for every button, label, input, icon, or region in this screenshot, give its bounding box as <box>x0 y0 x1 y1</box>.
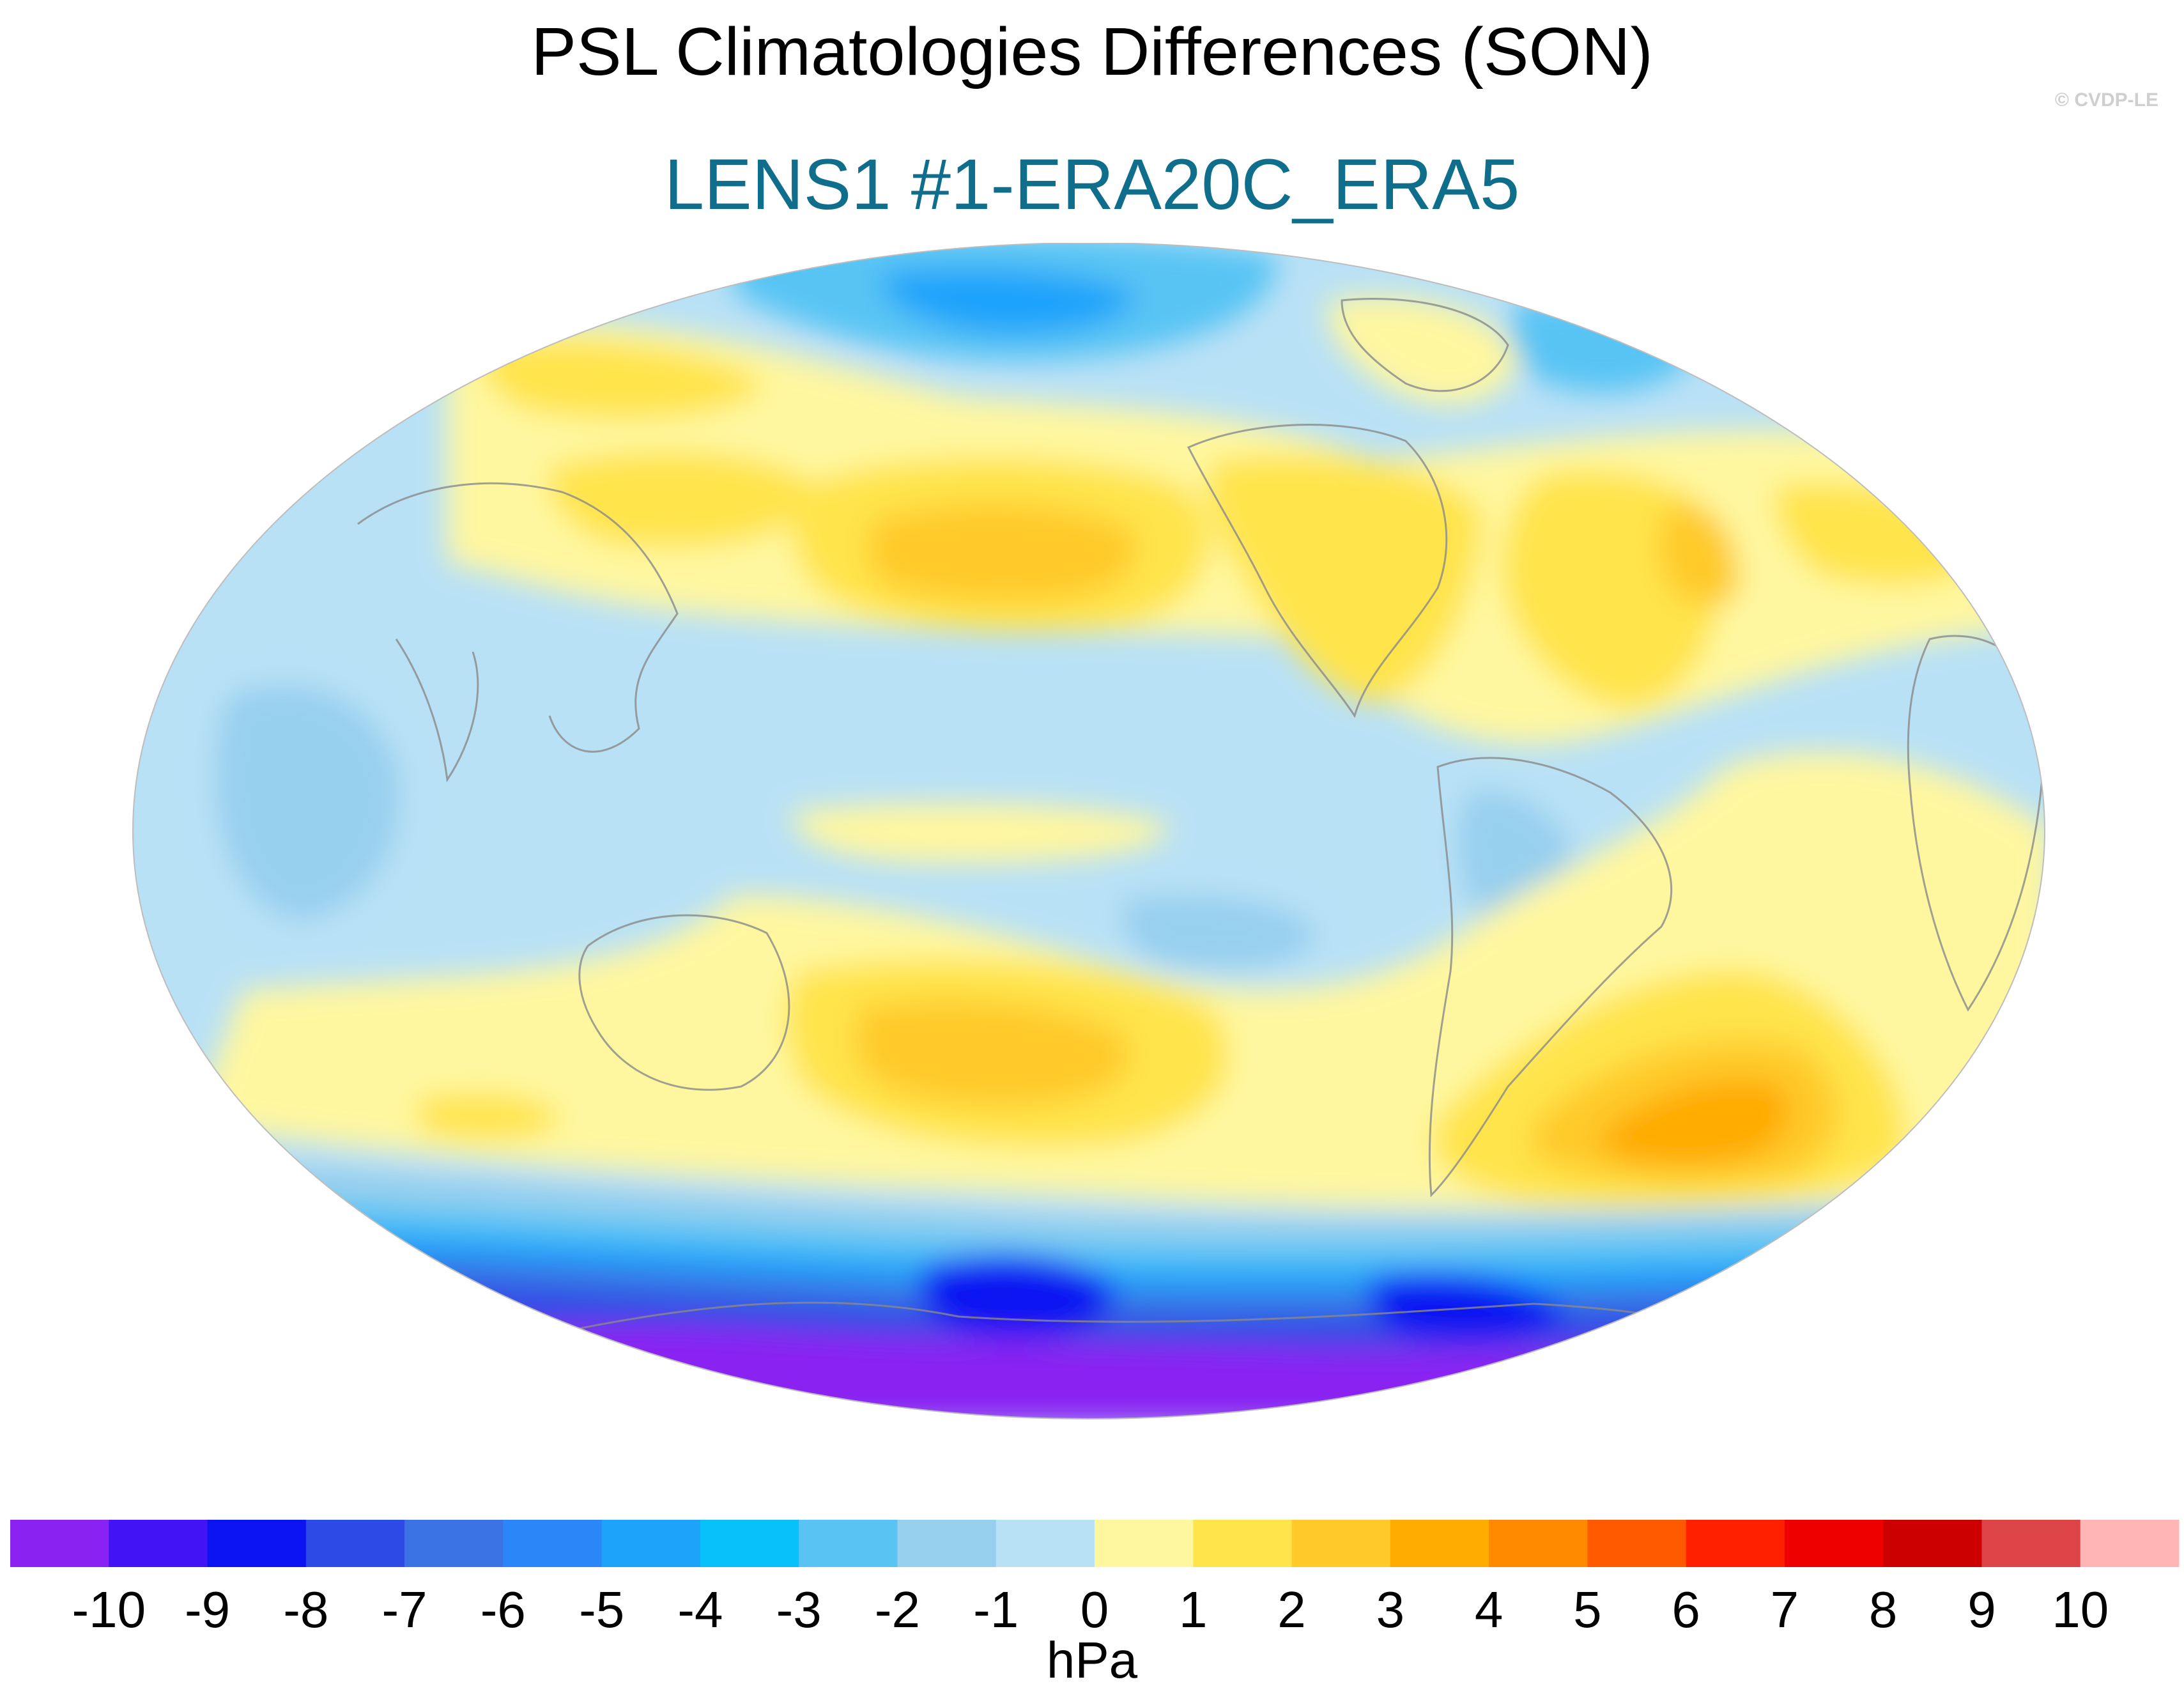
colorbar-box-18 <box>1784 1520 1884 1567</box>
world-map <box>132 243 2045 1419</box>
colorbar-box-13 <box>1291 1520 1391 1567</box>
colorbar-box-2 <box>207 1520 307 1567</box>
colorbar: -10 -9 -8 -7 -6 -5 -4 -3 -2 -1 0 1 2 3 4 5 6 7 8 9 10 <box>10 1520 2180 1636</box>
colorbar-tick-label: 6 <box>1672 1581 1700 1636</box>
credit-label: © CVDP-LE <box>2054 89 2158 111</box>
colorbar-box-10 <box>996 1520 1095 1567</box>
colorbar-tick-label: 5 <box>1573 1581 1602 1636</box>
greenland-high <box>1328 297 1521 405</box>
colorbar-tick-label: -6 <box>481 1581 526 1636</box>
colorbar-tick-label: -4 <box>677 1581 723 1636</box>
colorbar-tick-label: -3 <box>776 1581 822 1636</box>
south-pacific-high-core <box>856 999 1130 1107</box>
colorbar-box-16 <box>1587 1520 1687 1567</box>
colorbar-box-5 <box>503 1520 603 1567</box>
arctic-low-core <box>881 268 1137 334</box>
coast-south-america <box>1428 757 1673 1198</box>
colorbar-box-21 <box>2080 1520 2180 1567</box>
colorbar-tick-label: -7 <box>382 1581 427 1636</box>
south-pacific-low <box>1122 896 1316 970</box>
coast-asia <box>357 482 679 753</box>
colorbar-box-17 <box>1686 1520 1785 1567</box>
colorbar-box-15 <box>1489 1520 1588 1567</box>
colorbar-box-19 <box>1883 1520 1982 1567</box>
colorbar-tick-label: 8 <box>1869 1581 1898 1636</box>
colorbar-tick-label: -1 <box>973 1581 1019 1636</box>
colorbar-box-9 <box>897 1520 997 1567</box>
colorbar-box-1 <box>109 1520 208 1567</box>
colorbar-ticks: -10 -9 -8 -7 -6 -5 -4 -3 -2 -1 0 1 2 3 4 5 6 7 8 9 10 <box>72 1581 2109 1636</box>
coast-australia <box>578 914 790 1091</box>
colorbar-box-4 <box>404 1520 504 1567</box>
colorbar-box-11 <box>1095 1520 1194 1567</box>
map-outline <box>132 243 2045 1419</box>
equatorial-positive-strip <box>792 803 1169 863</box>
colorbar-box-7 <box>700 1520 799 1567</box>
north-america-high <box>1207 455 1482 703</box>
north-pacific-high-core <box>869 503 1137 603</box>
colorbar-units-label: hPa <box>1046 1632 1138 1688</box>
south-atlantic-high-core <box>1597 1079 1789 1166</box>
colorbar-tick-label: 9 <box>1967 1581 1996 1636</box>
colorbar-box-20 <box>1981 1520 2081 1567</box>
colorbar-box-6 <box>601 1520 701 1567</box>
colorbar-tick-label: 4 <box>1475 1581 1503 1636</box>
colorbar-tick-label: -5 <box>579 1581 624 1636</box>
coast-north-america <box>1187 424 1448 718</box>
colorbar-tick-label: -10 <box>72 1581 146 1636</box>
colorbar-box-0 <box>10 1520 109 1567</box>
chart-title: PSL Climatologies Differences (SON) <box>531 14 1653 89</box>
colorbar-tick-label: 0 <box>1080 1581 1109 1636</box>
coast-greenland <box>1341 298 1509 392</box>
colorbar-boxes <box>10 1520 2180 1567</box>
coast-india <box>395 638 479 783</box>
siberia-high <box>481 340 767 420</box>
colorbar-box-14 <box>1390 1520 1489 1567</box>
colorbar-tick-label: 1 <box>1179 1581 1208 1636</box>
colorbar-tick-label: 3 <box>1376 1581 1405 1636</box>
south-indian-positive <box>415 1093 562 1140</box>
colorbar-tick-label: -8 <box>283 1581 328 1636</box>
colorbar-box-8 <box>799 1520 898 1567</box>
chart-subtitle: LENS1 #1-ERA20C_ERA5 <box>664 144 1520 224</box>
colorbar-tick-label: -2 <box>875 1581 920 1636</box>
indian-ocean-low <box>216 686 399 920</box>
colorbar-tick-label: 7 <box>1771 1581 1799 1636</box>
colorbar-box-3 <box>305 1520 405 1567</box>
colorbar-tick-label: -9 <box>185 1581 230 1636</box>
colorbar-tick-label: 10 <box>2052 1581 2109 1636</box>
pressure-field <box>133 243 2045 1419</box>
colorbar-tick-label: 2 <box>1277 1581 1306 1636</box>
colorbar-box-12 <box>1193 1520 1293 1567</box>
north-atlantic-high-core <box>1659 504 1739 605</box>
